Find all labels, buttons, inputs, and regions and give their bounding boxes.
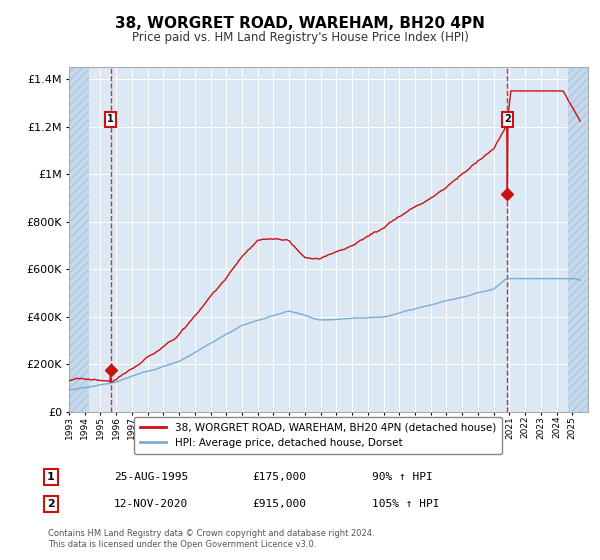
Text: Price paid vs. HM Land Registry's House Price Index (HPI): Price paid vs. HM Land Registry's House … (131, 31, 469, 44)
Text: 105% ↑ HPI: 105% ↑ HPI (372, 499, 439, 509)
Text: 2: 2 (504, 114, 511, 124)
Text: 90% ↑ HPI: 90% ↑ HPI (372, 472, 433, 482)
Bar (568, 67, 588, 412)
Text: 12-NOV-2020: 12-NOV-2020 (114, 499, 188, 509)
Text: 25-AUG-1995: 25-AUG-1995 (114, 472, 188, 482)
Text: £175,000: £175,000 (252, 472, 306, 482)
Text: 2: 2 (47, 499, 55, 509)
Text: 38, WORGRET ROAD, WAREHAM, BH20 4PN: 38, WORGRET ROAD, WAREHAM, BH20 4PN (115, 16, 485, 31)
Text: 1: 1 (47, 472, 55, 482)
Legend: 38, WORGRET ROAD, WAREHAM, BH20 4PN (detached house), HPI: Average price, detach: 38, WORGRET ROAD, WAREHAM, BH20 4PN (det… (134, 417, 502, 454)
Text: 1: 1 (107, 114, 114, 124)
Text: Contains HM Land Registry data © Crown copyright and database right 2024.
This d: Contains HM Land Registry data © Crown c… (48, 529, 374, 549)
Text: £915,000: £915,000 (252, 499, 306, 509)
Bar (69, 67, 89, 412)
